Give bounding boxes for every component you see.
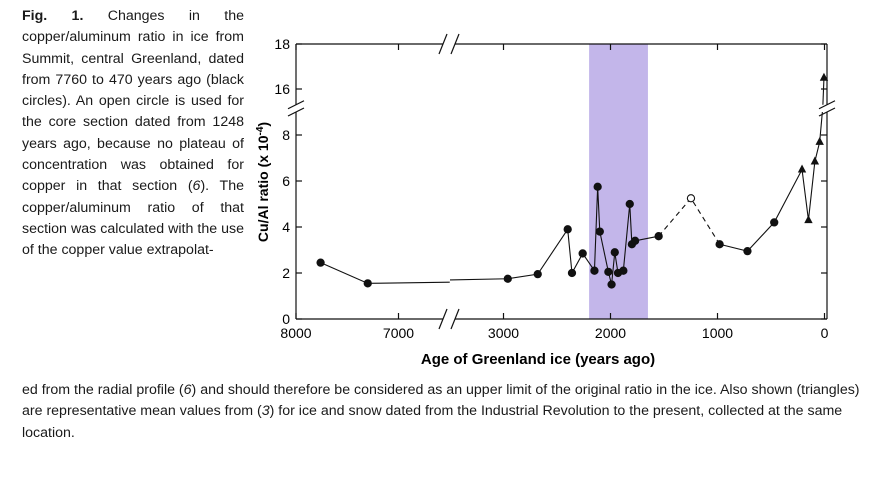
citation-3: 3 xyxy=(261,403,270,420)
data-point-triangle xyxy=(797,164,807,173)
citation-6: 6 xyxy=(192,178,201,195)
data-point-open-circle xyxy=(686,194,696,203)
citation-6b: 6 xyxy=(183,382,192,398)
y-tick-label: 8 xyxy=(282,127,290,143)
x-axis-ticks: 8000 7000 3000 2000 1000 0 xyxy=(280,44,829,341)
data-point-circle xyxy=(630,236,640,245)
data-point-circle xyxy=(743,246,752,256)
data-point-circle xyxy=(607,280,616,289)
caption-bottom-text-3: ) for ice and snow dated from the Indust… xyxy=(22,403,843,441)
data-point-triangle xyxy=(819,72,829,81)
x-break-slash xyxy=(438,308,448,330)
y-break-slash xyxy=(818,100,836,110)
y-axis-ticks: 0 2 4 6 8 16 18 xyxy=(274,36,827,327)
data-point-circle xyxy=(593,182,602,191)
data-point-circle xyxy=(604,267,613,276)
data-point-circle xyxy=(316,258,325,267)
caption-bottom-text-2: ) and should therefore be considered as … xyxy=(22,382,860,420)
data-point-circle xyxy=(363,279,372,288)
data-point-circle xyxy=(590,266,599,275)
data-point-circle xyxy=(715,240,724,249)
y-tick-label: 0 xyxy=(282,311,290,327)
line-to-break xyxy=(819,111,823,142)
y-tick-label: 18 xyxy=(274,36,290,52)
axes xyxy=(287,33,836,330)
y-tick-label: 16 xyxy=(274,81,290,97)
y-axis-label: Cu/Al ratio (x 10-4) xyxy=(255,122,271,242)
x-tick-label: 7000 xyxy=(383,325,414,341)
data-point-triangle xyxy=(815,136,824,145)
caption-left-text-1: Changes in the copper/aluminum ratio in … xyxy=(22,8,244,195)
line-early xyxy=(320,262,450,284)
data-point-circle xyxy=(563,225,572,234)
series-markers xyxy=(316,72,829,289)
shaded-band xyxy=(589,44,648,319)
line-after-break xyxy=(822,77,825,105)
data-point-circle xyxy=(770,218,779,227)
data-point-circle xyxy=(595,227,604,236)
caption-left-text-2: ). The copper/aluminum ratio of that sec… xyxy=(22,178,244,259)
figure-label: Fig. 1. xyxy=(22,8,84,24)
caption-bottom-text-1: ed from the radial profile ( xyxy=(22,382,184,398)
line-main xyxy=(449,186,659,285)
data-point-circle xyxy=(654,232,663,241)
caption-left: Fig. 1. Changes in the copper/aluminum r… xyxy=(22,6,244,262)
y-break-slash xyxy=(287,107,305,117)
x-tick-label: 1000 xyxy=(702,325,733,341)
x-break-slash xyxy=(438,33,448,55)
line-dashed xyxy=(658,197,721,245)
y-tick-label: 4 xyxy=(282,219,290,235)
data-point-circle xyxy=(619,266,628,275)
data-point-circle xyxy=(503,274,512,283)
y-break-slash xyxy=(287,100,305,110)
data-point-circle xyxy=(567,268,577,278)
data-point-circle xyxy=(578,249,587,258)
data-point-circle xyxy=(625,199,634,209)
data-point-circle xyxy=(610,248,619,257)
x-break-slash xyxy=(450,308,460,330)
y-tick-label: 2 xyxy=(282,265,290,281)
x-tick-label: 8000 xyxy=(280,325,311,341)
data-point-triangle xyxy=(804,215,813,224)
x-axis-label: Age of Greenland ice (years ago) xyxy=(421,351,655,368)
data-point-triangle xyxy=(810,156,820,165)
x-tick-label: 2000 xyxy=(595,325,626,341)
x-tick-label: 3000 xyxy=(488,325,519,341)
x-break-slash xyxy=(450,33,460,55)
y-tick-label: 6 xyxy=(282,173,290,189)
data-point-circle xyxy=(533,269,542,279)
x-tick-label: 0 xyxy=(821,325,829,341)
caption-bottom: ed from the radial profile (6) and shoul… xyxy=(22,380,872,444)
line-recent xyxy=(719,141,821,252)
